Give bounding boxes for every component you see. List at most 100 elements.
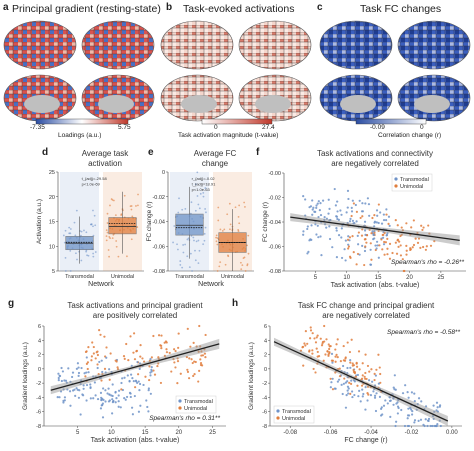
data-point (108, 236, 111, 238)
data-point (186, 370, 190, 374)
data-point (130, 208, 133, 211)
data-point (114, 391, 117, 394)
data-point (115, 245, 118, 248)
data-point (302, 233, 305, 236)
panel-letter-g: g (8, 298, 15, 309)
data-point (96, 366, 99, 370)
data-point (126, 255, 128, 258)
data-point (198, 249, 201, 252)
data-point (351, 395, 354, 399)
data-point (411, 413, 414, 416)
y-tick-label: -8 (36, 424, 41, 430)
data-point (331, 388, 335, 391)
data-point (394, 219, 397, 222)
data-point (361, 377, 364, 380)
data-point (343, 248, 346, 251)
data-point (182, 251, 185, 254)
data-point (331, 377, 334, 380)
data-point (203, 352, 207, 355)
data-point (63, 396, 67, 399)
data-point (302, 364, 305, 367)
chart-title-g-line-1: Task activations and principal gradient (67, 301, 203, 310)
data-point (346, 206, 349, 209)
data-point (62, 399, 65, 402)
panel-letter-e: e (148, 147, 154, 158)
data-point (321, 199, 325, 202)
data-point (81, 393, 84, 396)
data-point (422, 423, 425, 426)
data-point (181, 208, 184, 211)
data-point (105, 239, 108, 242)
data-point (426, 424, 429, 428)
data-point (306, 252, 309, 255)
data-point (357, 395, 360, 398)
data-point (389, 399, 392, 402)
data-point (358, 389, 361, 392)
data-point (400, 408, 403, 412)
data-point (117, 400, 120, 403)
data-point (338, 375, 342, 378)
data-point (346, 380, 349, 383)
data-point (388, 224, 391, 227)
data-point (114, 214, 117, 216)
data-point (69, 232, 72, 235)
data-point (187, 237, 190, 240)
brain-a-medial-left (3, 74, 77, 122)
data-point (340, 256, 344, 260)
data-point (388, 257, 392, 260)
data-point (159, 381, 163, 385)
data-point (321, 342, 324, 345)
y-axis-label: FC change (r) (262, 202, 269, 242)
data-point (357, 350, 361, 353)
data-point (348, 236, 352, 239)
data-point (117, 394, 120, 397)
y-tick-label: 5 (52, 269, 55, 275)
data-point (345, 211, 348, 214)
data-point (104, 389, 107, 392)
legend-marker-2 (178, 406, 182, 410)
data-point (340, 227, 343, 230)
data-point (60, 379, 63, 383)
data-point (377, 353, 380, 356)
data-point (347, 235, 350, 238)
data-point (218, 265, 221, 268)
data-point (366, 197, 369, 200)
data-point (351, 362, 354, 365)
data-point (412, 243, 416, 247)
data-point (202, 195, 205, 198)
data-point (197, 239, 200, 242)
data-point (120, 381, 123, 385)
data-point (311, 332, 314, 335)
y-tick-label: 25 (49, 170, 55, 176)
data-point (339, 209, 342, 212)
data-point (425, 245, 428, 248)
data-point (325, 338, 328, 341)
legend-marker-1 (394, 177, 398, 181)
chart-title-h-line-1: Task FC change and principal gradient (298, 301, 435, 310)
data-point (221, 230, 224, 232)
data-point (329, 377, 332, 380)
data-point (436, 406, 439, 409)
data-point (85, 231, 88, 234)
data-point (356, 373, 360, 377)
data-point (92, 352, 95, 355)
data-point (411, 246, 414, 249)
data-point (74, 234, 77, 237)
data-point (301, 346, 304, 349)
data-point (104, 400, 107, 403)
data-point (198, 324, 201, 328)
data-point (401, 392, 405, 395)
data-point (387, 222, 390, 226)
data-point (186, 327, 189, 330)
x-axis-label: Task activation (abs. t-value) (331, 282, 420, 289)
data-point (238, 204, 241, 207)
data-point (355, 361, 358, 364)
data-point (117, 389, 121, 392)
spearman-annotation: Spearman's rho = -0.58** (387, 329, 460, 336)
data-point (198, 207, 201, 210)
data-point (395, 420, 398, 423)
data-point (106, 222, 109, 224)
data-point (96, 363, 99, 366)
colorbar-a-label: Loadings (a.u.) (58, 132, 102, 139)
